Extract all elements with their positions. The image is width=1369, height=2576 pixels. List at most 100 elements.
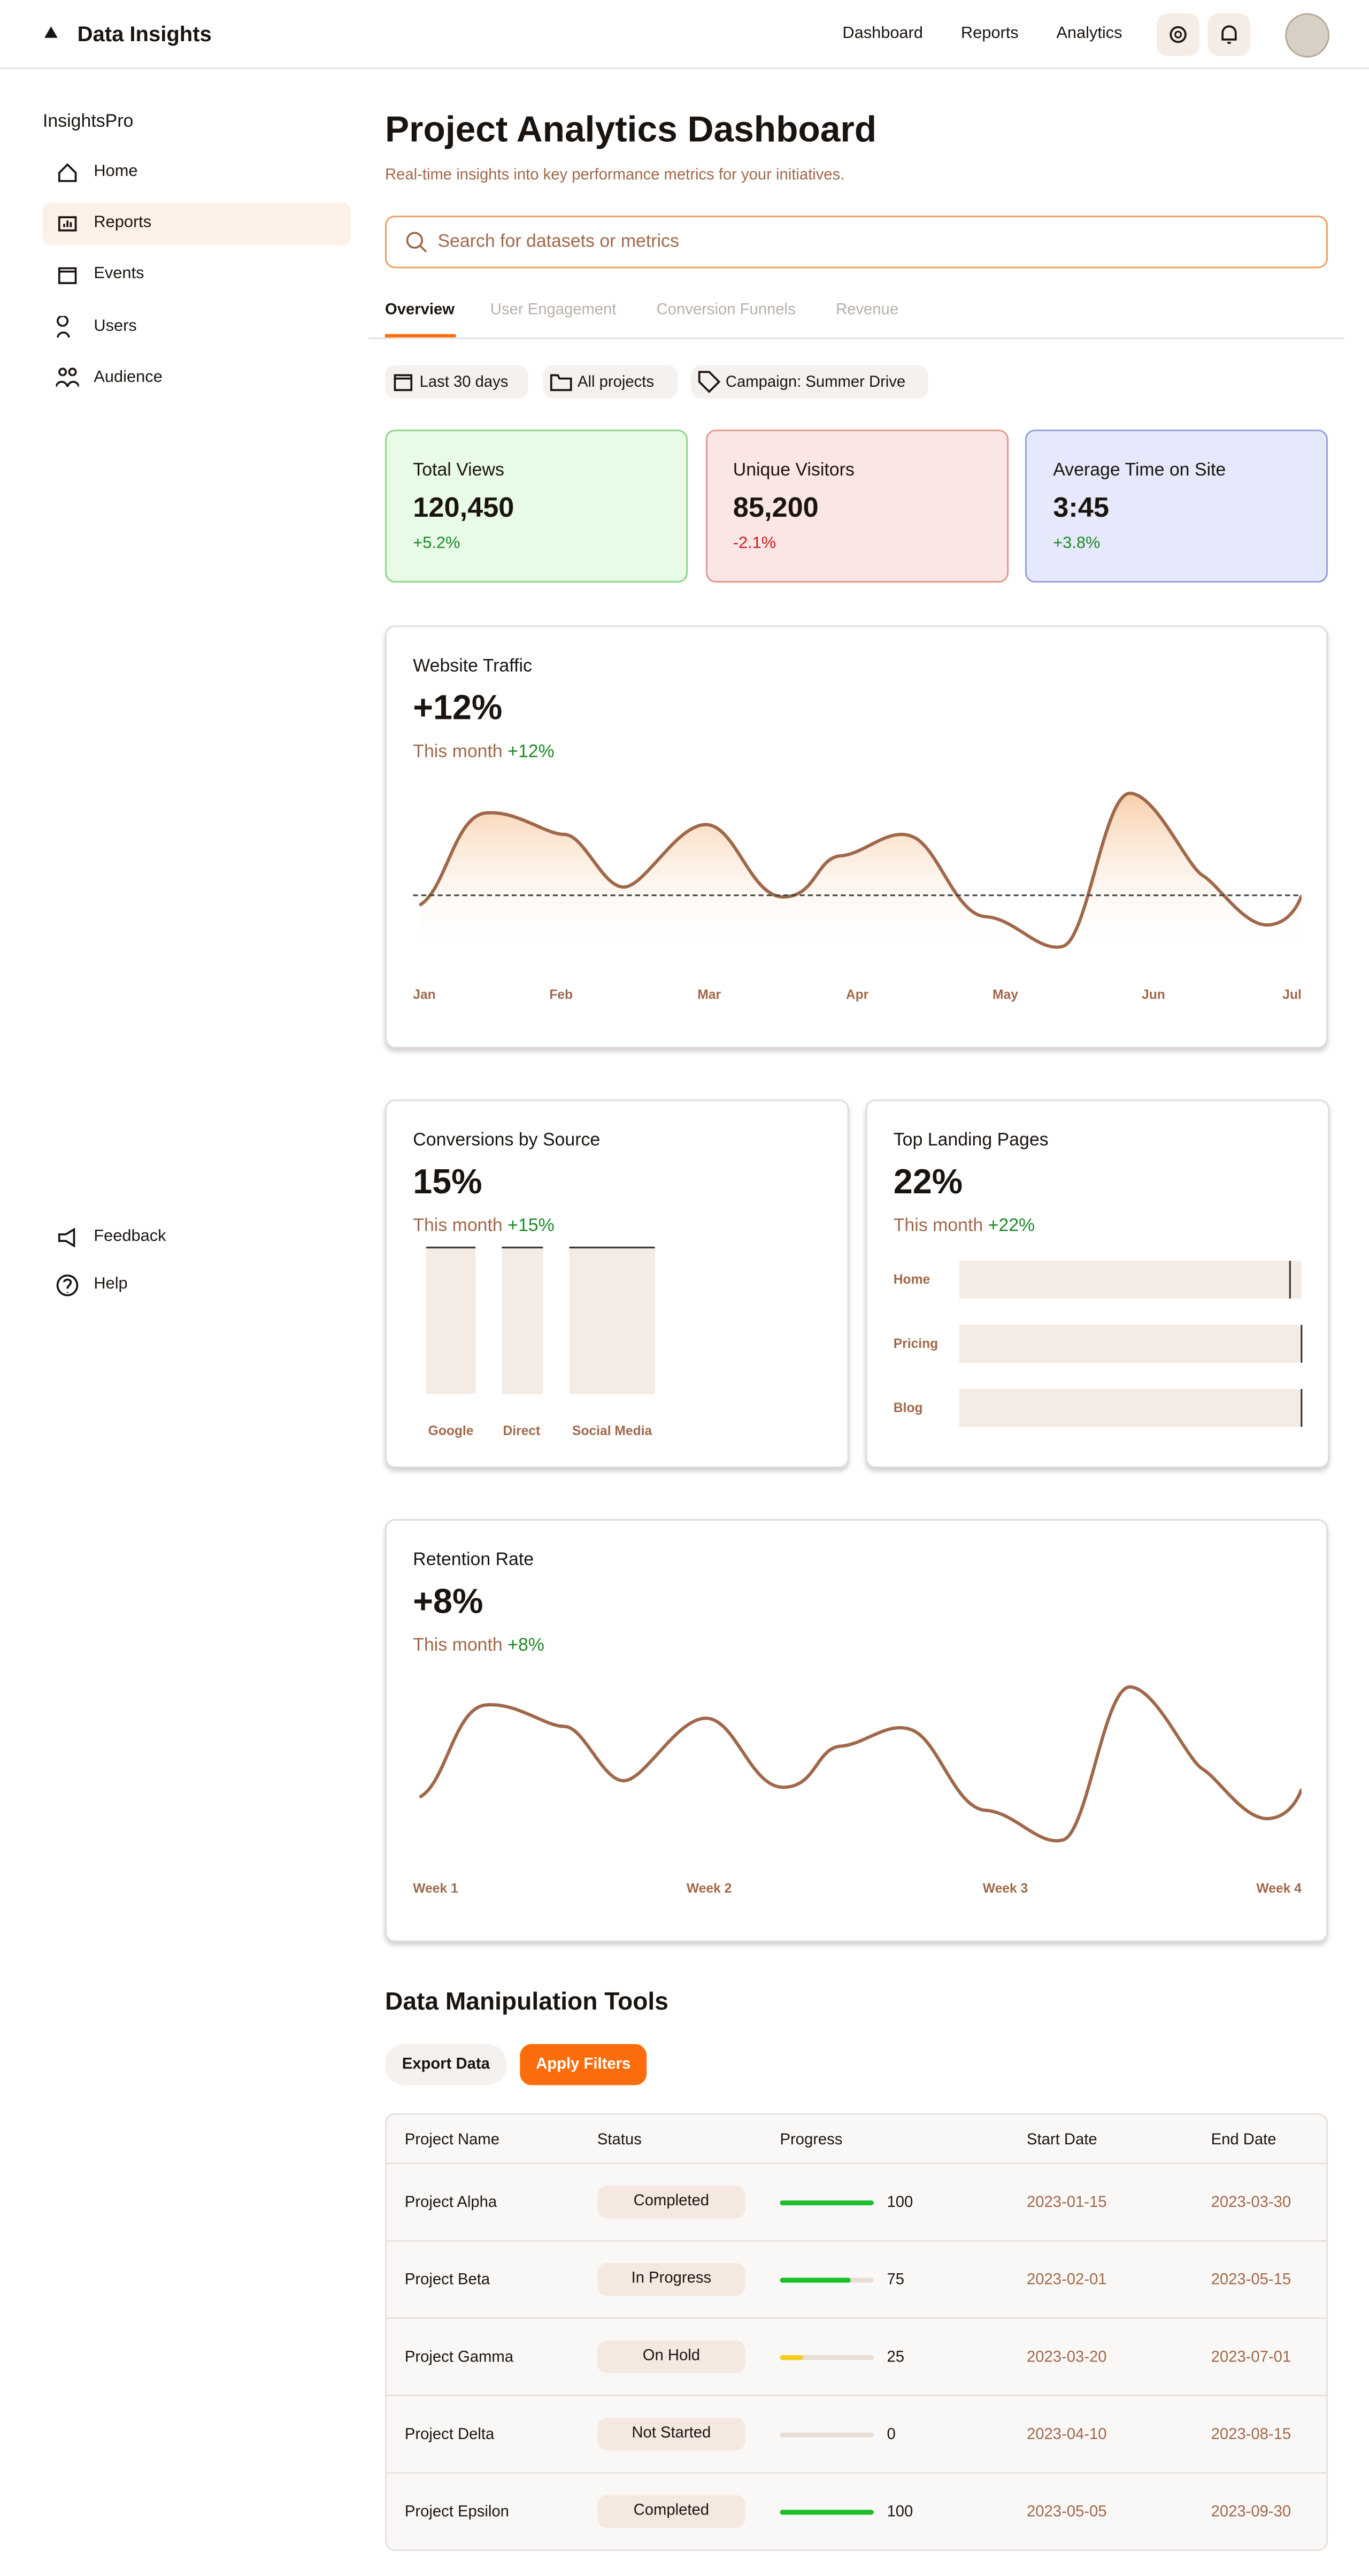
tab-underline: [384, 334, 456, 338]
nav-link[interactable]: Reports: [960, 25, 1019, 43]
x-label: May: [993, 987, 1018, 1002]
change: +8%: [507, 1636, 544, 1656]
kpi-label: Total Views: [413, 461, 504, 481]
status-badge: In Progress: [597, 2263, 745, 2296]
end-date: 2023-08-15: [1211, 2426, 1291, 2444]
sidebar-item[interactable]: Feedback: [43, 1216, 350, 1259]
end-date: 2023-03-30: [1211, 2194, 1291, 2212]
retention-chart: [419, 1685, 1302, 1843]
apply-button[interactable]: Apply Filters: [520, 2044, 647, 2086]
x-label: Feb: [549, 987, 573, 1002]
icon: [698, 371, 721, 393]
y-label: Home: [893, 1272, 930, 1287]
end-date: 2023-07-01: [1211, 2348, 1291, 2367]
nav-link[interactable]: Analytics: [1056, 25, 1122, 43]
x-label: Week 2: [686, 1881, 732, 1896]
progress-value: 75: [887, 2271, 904, 2289]
icon: [58, 1228, 75, 1248]
filter-chip[interactable]: Last 30 days: [384, 365, 528, 398]
sidebar-item[interactable]: Users: [43, 305, 350, 348]
progress-value: 25: [887, 2348, 904, 2367]
sidebar-item[interactable]: Events: [43, 254, 350, 297]
sidebar-item[interactable]: Reports: [42, 203, 351, 246]
card-value: +12%: [413, 689, 503, 727]
kpi-card: Unique Visitors 85,200 -2.1%: [705, 430, 1008, 583]
traffic-chart: [413, 791, 1302, 956]
caption: This month: [893, 1216, 983, 1236]
status-badge: Completed: [597, 2495, 745, 2528]
card-value: 22%: [893, 1163, 963, 1202]
icon: [56, 315, 71, 338]
progress-value: 0: [887, 2426, 896, 2444]
x-label: Jan: [413, 987, 436, 1002]
brand: Data Insights: [77, 21, 212, 47]
card-title: Retention Rate: [413, 1550, 534, 1570]
kpi-value: 3:45: [1053, 492, 1109, 524]
x-label: Week 1: [413, 1881, 458, 1896]
icon: [394, 374, 413, 392]
progress-bar: [780, 2200, 874, 2206]
card-caption: This month +15%: [413, 1216, 554, 1236]
landing-bars: [959, 1260, 1303, 1427]
change: +12%: [507, 742, 555, 762]
nav-link[interactable]: Dashboard: [842, 25, 923, 43]
column-header: End Date: [1211, 2131, 1276, 2150]
card-title: Top Landing Pages: [893, 1130, 1049, 1151]
sidebar-item[interactable]: Audience: [43, 357, 350, 400]
column-header: Status: [597, 2131, 642, 2150]
project-name: Project Delta: [404, 2426, 495, 2444]
avatar[interactable]: [1285, 13, 1330, 58]
card-title: Conversions by Source: [413, 1130, 601, 1151]
kpi-value: 120,450: [413, 492, 514, 524]
table-row: Project Delta Not Started 0 2023-04-10 2023-…: [387, 2396, 1326, 2474]
kpi-change: +5.2%: [413, 534, 460, 553]
kpi-change: +3.8%: [1053, 534, 1101, 553]
card-caption: This month +12%: [413, 742, 554, 762]
header-divider: [387, 2163, 1326, 2165]
sidebar-label: Audience: [94, 368, 163, 387]
change: +15%: [507, 1216, 555, 1236]
notifications-button[interactable]: [1208, 13, 1251, 56]
kpi-card: Total Views 120,450 +5.2%: [384, 430, 688, 583]
x-label: Google: [428, 1423, 474, 1439]
start-date: 2023-05-05: [1026, 2503, 1107, 2521]
page-title: Project Analytics Dashboard: [384, 109, 877, 150]
table-row: Project Alpha Completed 100 2023-01-15 2023-…: [387, 2164, 1326, 2242]
filter-chip[interactable]: All projects: [543, 365, 678, 398]
card-value: +8%: [413, 1583, 483, 1621]
sidebar-item[interactable]: Home: [43, 151, 350, 194]
table-row: Project Epsilon Completed 100 2023-05-05 202…: [387, 2474, 1326, 2550]
tab[interactable]: Overview: [384, 301, 455, 319]
table-row: Project Gamma On Hold 25 2023-03-20 2023-07-…: [387, 2319, 1326, 2396]
progress-value: 100: [887, 2194, 913, 2212]
kpi-value: 85,200: [733, 492, 819, 524]
start-date: 2023-03-20: [1026, 2348, 1107, 2367]
card-value: 15%: [413, 1163, 482, 1202]
progress-bar: [780, 2278, 850, 2283]
tab[interactable]: Revenue: [836, 301, 899, 319]
x-label: Social Media: [572, 1423, 652, 1439]
settings-button[interactable]: [1157, 13, 1200, 56]
conversions-bars: [426, 1246, 655, 1394]
x-label: Apr: [845, 987, 869, 1002]
export-button[interactable]: Export Data: [384, 2044, 507, 2086]
search-box[interactable]: Search for datasets or metrics: [384, 216, 1328, 269]
change: +22%: [988, 1216, 1035, 1236]
progress-bar: [780, 2510, 874, 2515]
icon: [56, 367, 79, 387]
sidebar-label: Users: [94, 317, 137, 335]
tab[interactable]: User Engagement: [490, 301, 617, 319]
y-label: Pricing: [893, 1336, 939, 1352]
retention-card: Retention Rate +8% This month +8% Week 1…: [384, 1519, 1328, 1942]
sidebar-label: Help: [94, 1275, 128, 1294]
filter-chip[interactable]: Campaign: Summer Drive: [691, 365, 928, 398]
sidebar-item[interactable]: Help: [43, 1264, 350, 1307]
x-label: Jun: [1142, 987, 1165, 1002]
status-badge: Not Started: [597, 2417, 745, 2451]
start-date: 2023-02-01: [1026, 2271, 1107, 2289]
tab[interactable]: Conversion Funnels: [656, 301, 796, 319]
header: [0, 0, 1369, 70]
tab-divider: [368, 337, 1344, 339]
subtitle: Real-time insights into key performance …: [384, 166, 845, 185]
